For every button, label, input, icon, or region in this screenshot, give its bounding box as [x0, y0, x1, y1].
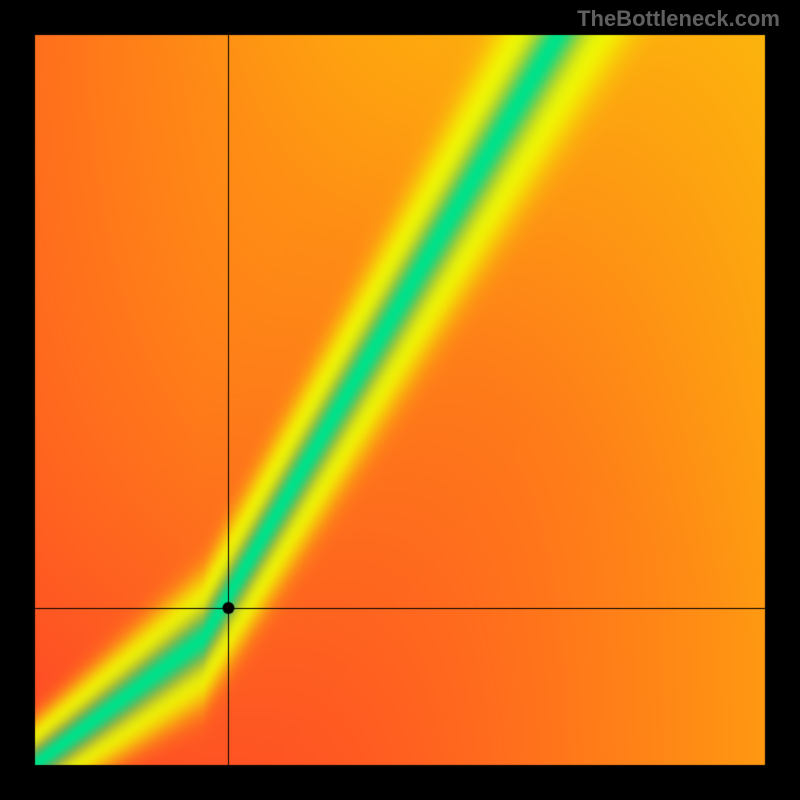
- watermark-text: TheBottleneck.com: [577, 6, 780, 32]
- chart-container: TheBottleneck.com: [0, 0, 800, 800]
- crosshair-overlay: [0, 0, 800, 800]
